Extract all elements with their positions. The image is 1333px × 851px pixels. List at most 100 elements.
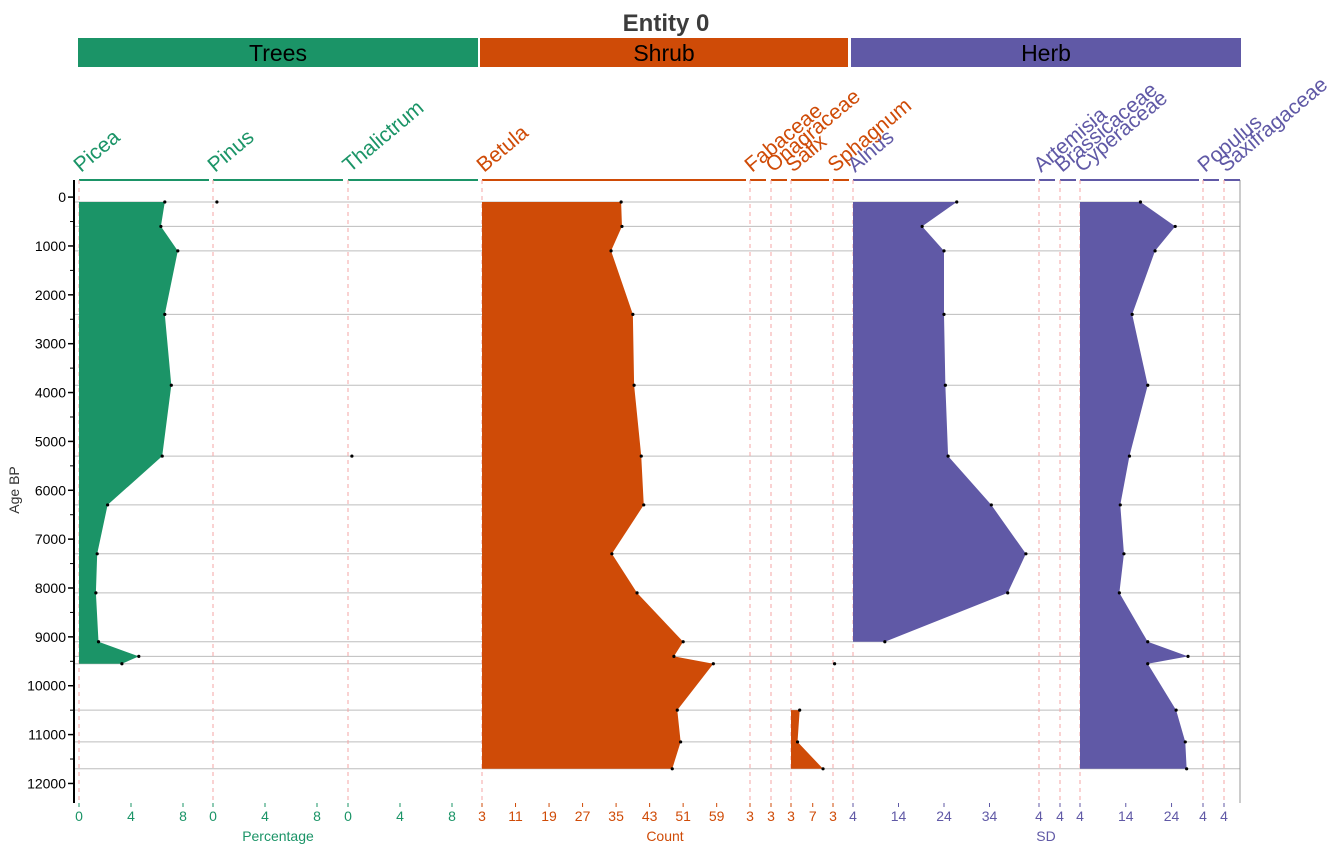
y-tick-label: 5000 [35, 433, 66, 449]
x-tick-label-alnus: 14 [891, 808, 907, 824]
point-picea [106, 503, 110, 507]
x-tick-label-picea: 8 [179, 808, 187, 824]
y-tick-label: 7000 [35, 531, 66, 547]
chart-title: Entity 0 [623, 10, 710, 37]
y-tick-label: 2000 [35, 287, 66, 303]
point-alnus [943, 383, 947, 387]
point-picea [163, 200, 167, 204]
point-thalictrum [350, 454, 354, 458]
point-alnus [942, 249, 946, 253]
point-pinus [215, 200, 219, 204]
y-tick-label: 1000 [35, 238, 66, 254]
y-tick-label: 0 [58, 189, 66, 205]
x-tick-label-betula: 19 [541, 808, 557, 824]
point-betula [635, 591, 639, 595]
y-tick-label: 3000 [35, 336, 66, 352]
point-cyperaceae [1138, 200, 1143, 204]
x-tick-label-thalictrum: 0 [344, 808, 352, 824]
x-tick-label-thalictrum: 8 [448, 808, 456, 824]
point-cyperaceae [1185, 767, 1189, 771]
taxon-label-betula: Betula [472, 121, 533, 177]
point-betula [620, 224, 624, 229]
x-tick-label-picea: 0 [75, 808, 83, 824]
group-label-trees: Trees [249, 40, 307, 66]
y-tick-label: 6000 [35, 482, 66, 498]
y-tick-label: 8000 [35, 580, 66, 596]
point-betula [642, 503, 646, 507]
x-tick-label-betula: 27 [575, 808, 591, 824]
x-tick-label-picea: 4 [127, 808, 135, 824]
point-betula [632, 383, 636, 387]
x-tick-label-alnus: 34 [982, 808, 998, 824]
area-picea [79, 201, 178, 664]
point-cyperaceae [1153, 249, 1157, 253]
point-betula [681, 640, 685, 644]
point-cyperaceae [1173, 224, 1177, 229]
point-picea [96, 640, 101, 644]
point-cyperaceae [1117, 591, 1121, 595]
group-label-shrub: Shrub [633, 40, 694, 66]
point-picea [95, 552, 99, 556]
x-tick-label-betula: 43 [642, 808, 658, 824]
x-tick-label-cyperaceae: 24 [1164, 808, 1180, 824]
x-tick-label-salix: 7 [809, 808, 817, 824]
y-tick-label: 12000 [27, 775, 66, 791]
area-cyperaceae [1080, 201, 1189, 769]
y-tick-label: 4000 [35, 385, 66, 401]
x-tick-label-saxifragaceae: 4 [1220, 808, 1228, 824]
x-tick-label-alnus: 4 [849, 808, 857, 824]
group-label-herb: Herb [1021, 40, 1071, 66]
x-tick-label-onagraceae: 3 [767, 808, 775, 824]
point-alnus [1024, 552, 1028, 556]
x-tick-label-cyperaceae: 14 [1118, 808, 1134, 824]
point-picea [159, 224, 163, 229]
point-betula [670, 767, 674, 771]
point-cyperaceae [1146, 640, 1150, 644]
taxon-label-saxifragaceae: Saxifragaceae [1214, 73, 1332, 177]
point-cyperaceae [1186, 654, 1190, 659]
x-tick-label-pinus: 0 [209, 808, 217, 824]
x-axis-label-trees: Percentage [242, 828, 314, 844]
point-cyperaceae [1146, 383, 1150, 387]
point-picea [163, 312, 167, 316]
point-alnus [942, 312, 946, 316]
x-tick-label-populus: 4 [1199, 808, 1207, 824]
x-tick-label-artemisia: 4 [1035, 808, 1043, 824]
x-tick-label-fabaceae: 3 [746, 808, 754, 824]
x-tick-label-alnus: 24 [936, 808, 952, 824]
y-tick-label: 10000 [27, 678, 66, 694]
x-tick-label-betula: 51 [675, 808, 691, 824]
x-tick-label-brassicaceae: 4 [1056, 808, 1064, 824]
point-cyperaceae [1183, 740, 1187, 744]
point-betula [679, 740, 683, 744]
point-salix [795, 740, 800, 744]
point-betula [609, 249, 613, 253]
y-axis-label: Age BP [6, 466, 22, 513]
point-betula [672, 654, 676, 659]
x-axis-label-shrub: Count [646, 828, 683, 844]
x-tick-label-betula: 3 [478, 808, 486, 824]
point-cyperaceae [1174, 708, 1178, 712]
point-cyperaceae [1146, 662, 1150, 666]
point-cyperaceae [1127, 454, 1132, 458]
point-picea [169, 383, 173, 387]
group-bar-herb [851, 38, 1241, 67]
area-salix [791, 710, 824, 769]
point-alnus [920, 224, 924, 229]
area-alnus [853, 201, 1026, 642]
taxon-label-picea: Picea [69, 125, 124, 177]
point-betula [639, 454, 643, 458]
point-betula [675, 708, 679, 712]
x-tick-label-cyperaceae: 4 [1076, 808, 1084, 824]
x-tick-label-pinus: 4 [261, 808, 269, 824]
point-salix [798, 708, 802, 712]
x-tick-label-betula: 11 [508, 808, 523, 824]
taxon-label-thalictrum: Thalictrum [338, 96, 428, 177]
point-alnus [989, 503, 993, 507]
group-bar-shrub [480, 38, 848, 67]
point-picea [176, 249, 180, 253]
point-betula [631, 312, 635, 316]
point-sphagnum [833, 662, 837, 666]
